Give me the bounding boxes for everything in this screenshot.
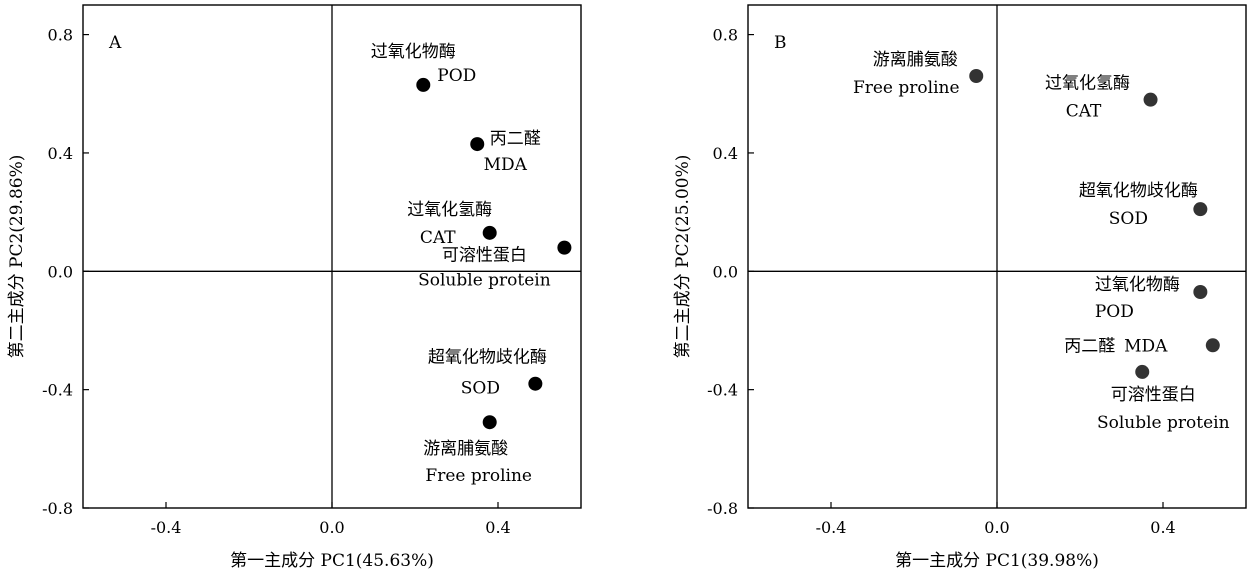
point-label-cn: 过氧化物酶	[1095, 275, 1180, 295]
x-tick-label: -0.4	[151, 518, 182, 537]
y-tick-label: -0.4	[707, 381, 738, 400]
point-label-cn: 可溶性蛋白	[1111, 385, 1196, 405]
data-point	[1143, 92, 1158, 107]
point-label-en: Free proline	[853, 78, 960, 98]
y-axis-title: 第二主成分 PC2(29.86%)	[7, 155, 27, 359]
point-label-en: CAT	[420, 228, 456, 248]
point-label-cn: 过氧化氢酶	[407, 200, 492, 220]
point-label-en: Soluble protein	[1097, 413, 1230, 433]
data-point	[528, 376, 543, 391]
point-label-en: SOD	[461, 379, 500, 399]
y-tick-label: -0.4	[42, 381, 73, 400]
point-label-cn: 超氧化物歧化酶	[428, 348, 547, 368]
panel-label: B	[774, 33, 787, 53]
data-point	[1193, 285, 1208, 300]
y-axis-title: 第二主成分 PC2(25.00%)	[673, 155, 693, 359]
y-tick-label: 0.0	[48, 262, 73, 281]
data-point	[969, 69, 984, 84]
point-label-cn: 过氧化物酶	[371, 42, 456, 62]
data-point	[416, 77, 431, 92]
data-point	[557, 240, 572, 255]
point-label-cn: 过氧化氢酶	[1045, 74, 1130, 94]
y-tick-label: -0.8	[707, 499, 738, 518]
point-label-cn: 可溶性蛋白	[442, 246, 527, 266]
point-label-en: MDA	[1124, 336, 1168, 356]
x-tick-label: 0.0	[319, 518, 344, 537]
x-tick-label: -0.4	[816, 518, 847, 537]
data-point	[482, 225, 497, 240]
x-axis-title: 第一主成分 PC1(39.98%)	[895, 551, 1099, 571]
point-label-cn: 丙二醛	[490, 129, 541, 149]
point-label-cn: 超氧化物歧化酶	[1079, 181, 1198, 201]
point-label-en: MDA	[484, 155, 528, 175]
x-tick-label: 0.0	[984, 518, 1009, 537]
point-label-cn: 游离脯氨酸	[873, 50, 958, 70]
point-label-cn: 丙二醛	[1064, 336, 1115, 356]
point-label-en: SOD	[1109, 209, 1148, 229]
point-label-en: POD	[437, 66, 476, 86]
y-tick-label: 0.8	[48, 26, 73, 45]
panel-label: A	[108, 33, 122, 53]
point-label-cn: 游离脯氨酸	[423, 439, 508, 459]
point-label-en: Soluble protein	[418, 271, 551, 291]
data-point	[1135, 364, 1150, 379]
y-tick-label: 0.8	[713, 26, 738, 45]
data-point	[1205, 338, 1220, 353]
data-point	[482, 415, 497, 430]
point-label-en: CAT	[1066, 102, 1102, 122]
data-point	[470, 137, 485, 152]
y-tick-label: 0.4	[713, 144, 738, 163]
point-label-en: Free proline	[425, 466, 532, 486]
x-tick-label: 0.4	[1150, 518, 1175, 537]
y-tick-label: -0.8	[42, 499, 73, 518]
y-tick-label: 0.0	[713, 262, 738, 281]
point-label-en: POD	[1095, 302, 1134, 322]
y-tick-label: 0.4	[48, 144, 73, 163]
data-point	[1193, 202, 1208, 217]
x-axis-title: 第一主成分 PC1(45.63%)	[230, 551, 434, 571]
x-tick-label: 0.4	[485, 518, 510, 537]
